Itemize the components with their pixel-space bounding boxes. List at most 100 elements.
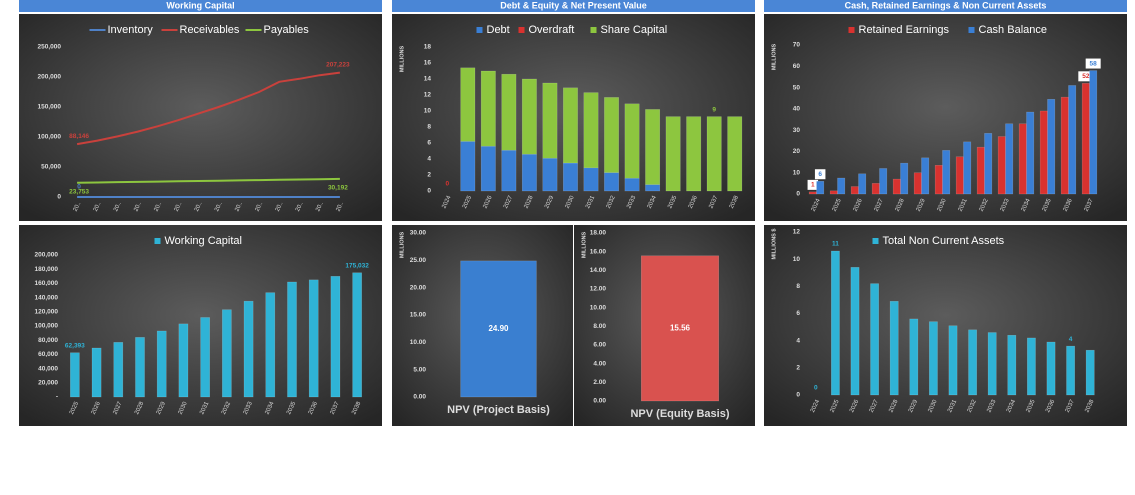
bar [892, 178, 901, 195]
y-tick-label: 6 [427, 140, 431, 147]
y-tick-label: 50,000 [41, 164, 61, 171]
section-header: Cash, Retained Earnings & Non Current As… [845, 0, 1047, 10]
bar [563, 87, 578, 164]
data-label: 58 [1090, 60, 1098, 67]
bar [1047, 99, 1056, 195]
bar [501, 73, 517, 151]
bar [645, 184, 661, 192]
y-tick-label: 250,000 [38, 44, 62, 51]
bar [460, 141, 476, 192]
x-tick-label: 2035 [1042, 197, 1053, 212]
y-tick-label: 160,000 [35, 280, 59, 287]
chart-panel [764, 225, 1127, 426]
x-tick-label: 2033 [243, 400, 254, 415]
bar [563, 162, 578, 192]
x-tick-label: 2029 [544, 194, 555, 209]
y-tick-label: 0 [796, 191, 800, 198]
bar [909, 318, 919, 396]
y-tick-label: 10.00 [410, 339, 427, 346]
x-tick-label: 20.. [73, 201, 83, 213]
chart-panel [19, 225, 382, 426]
legend-label: Debt [487, 24, 510, 36]
y-tick-label: 14 [424, 76, 432, 83]
section-header: Working Capital [166, 0, 234, 10]
x-tick-label: 2026 [482, 194, 493, 209]
x-tick-label: 20.. [335, 201, 345, 213]
y-tick-label: 50 [793, 84, 801, 91]
y-axis-title: MILLIONS [581, 232, 587, 259]
bar [808, 191, 817, 195]
bar [1005, 123, 1014, 195]
bar [829, 190, 838, 195]
y-tick-label: 40,000 [38, 365, 58, 372]
data-label: 1 [811, 182, 815, 189]
bar [583, 167, 599, 192]
bar [113, 342, 124, 398]
x-tick-label: 2037 [708, 194, 719, 209]
y-tick-label: 0.00 [593, 398, 606, 405]
legend-swatch [590, 27, 597, 33]
x-tick-label: 20.. [93, 201, 103, 213]
x-tick-label: 2024 [811, 197, 822, 212]
y-tick-label: 18 [424, 44, 432, 51]
x-tick-label: 2029 [908, 398, 919, 413]
y-tick-label: 8 [796, 283, 800, 290]
x-tick-label: 20.. [214, 201, 224, 213]
x-tick-label: 2031 [947, 398, 958, 413]
y-tick-label: 20,000 [38, 380, 58, 387]
x-tick-label: 2027 [503, 194, 514, 209]
bar [929, 321, 938, 396]
bar [178, 323, 189, 398]
x-tick-label: 2034 [1006, 398, 1017, 413]
x-tick-label: 2029 [156, 400, 167, 415]
y-tick-label: 10.00 [590, 304, 607, 311]
x-tick-label: 2033 [986, 398, 997, 413]
bar [976, 146, 985, 195]
x-tick-label: 2030 [178, 400, 189, 415]
y-tick-label: 80,000 [38, 337, 58, 344]
bar [879, 168, 888, 195]
legend-label: Working Capital [165, 235, 242, 247]
bar [968, 329, 977, 396]
line-series [77, 177, 340, 184]
bar [850, 186, 859, 195]
data-label: 0 [445, 181, 449, 188]
data-label: 0 [814, 385, 818, 392]
x-tick-label: 2035 [1026, 398, 1037, 413]
bar [1068, 85, 1077, 195]
x-tick-label: 2031 [958, 197, 969, 212]
x-tick-label: 20.. [154, 201, 164, 213]
category-label: NPV (Equity Basis) [630, 408, 729, 420]
x-tick-label: 2028 [134, 400, 145, 415]
line-series [76, 71, 341, 146]
y-tick-label: 16 [424, 60, 432, 67]
y-axis-title: MILLIONS [399, 46, 405, 73]
bar [156, 330, 167, 398]
x-tick-label: 2026 [91, 400, 102, 415]
x-tick-label: 20.. [174, 201, 184, 213]
x-tick-label: 2034 [264, 400, 275, 415]
legend-label: Total Non Current Assets [883, 235, 1005, 247]
x-tick-label: 20.. [133, 201, 143, 213]
x-tick-label: 2036 [1063, 197, 1074, 212]
legend-label: Retained Earnings [859, 24, 950, 36]
y-tick-label: 12 [793, 229, 801, 236]
y-tick-label: 20 [793, 148, 801, 155]
bar [984, 133, 993, 195]
legend-swatch [476, 27, 483, 33]
bar [330, 276, 341, 398]
bar [604, 172, 619, 192]
x-tick-label: 2032 [221, 400, 232, 415]
data-label: 207,223 [326, 61, 350, 68]
bar [200, 317, 210, 398]
x-tick-label: 2036 [688, 194, 699, 209]
x-tick-label: 2028 [888, 398, 899, 413]
bar [1018, 123, 1027, 195]
legend-label: Receivables [180, 24, 240, 36]
bar [70, 352, 80, 398]
data-label: 88,146 [69, 133, 89, 140]
x-tick-label: 2034 [647, 194, 658, 209]
x-tick-label: 2036 [1045, 398, 1056, 413]
bar [1039, 110, 1048, 195]
bar [352, 272, 362, 398]
